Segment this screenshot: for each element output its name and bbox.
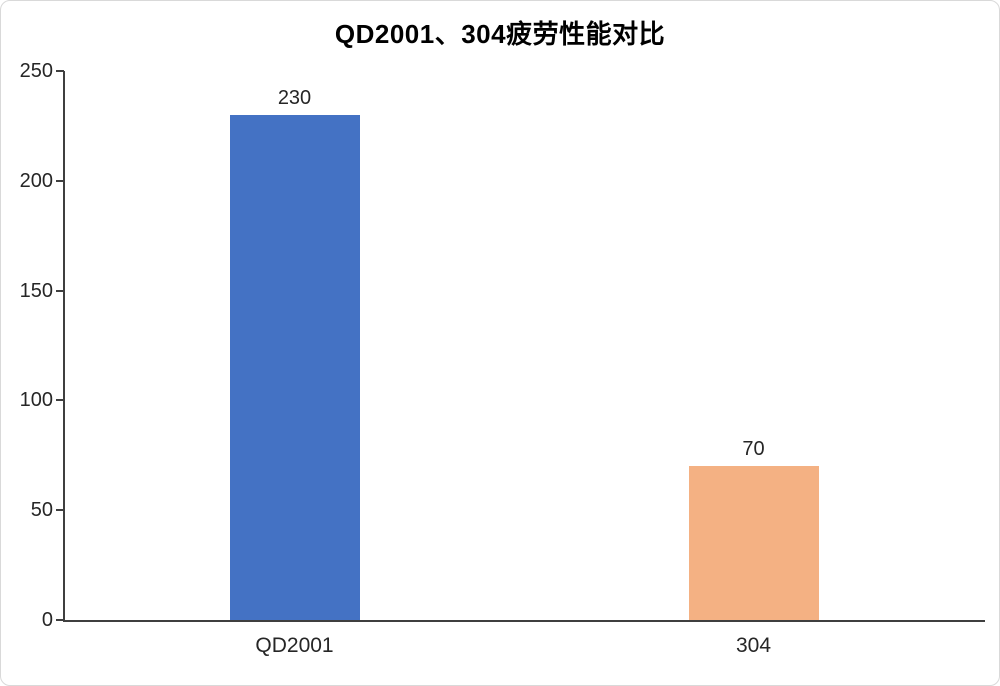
y-axis-tick-label: 250: [19, 60, 53, 82]
y-axis-tick-mark: [56, 179, 64, 182]
chart-title: QD2001、304疲劳性能对比: [334, 19, 666, 49]
y-axis-line: [63, 71, 65, 622]
bar-qd2001: [229, 114, 360, 620]
bar-value-label: 70: [742, 438, 765, 461]
y-axis-tick-mark: [56, 399, 64, 402]
x-axis-category-label: QD2001: [255, 634, 334, 657]
x-axis-line: [63, 620, 985, 622]
bar-value-label: 230: [277, 86, 312, 109]
y-axis-tick-mark: [56, 509, 64, 512]
bar-304: [688, 466, 819, 620]
x-axis-category-label: 304: [735, 634, 772, 657]
y-axis-tick-label: 100: [19, 389, 53, 412]
y-axis-tick-mark: [56, 289, 64, 292]
y-axis-tick-label: 50: [30, 499, 53, 522]
y-axis-tick-mark: [56, 70, 64, 72]
y-axis-tick-label: 150: [19, 279, 53, 302]
y-axis-tick-mark: [56, 619, 64, 621]
y-axis-tick-label: 0: [41, 609, 53, 631]
y-axis-tick-label: 200: [19, 169, 53, 192]
